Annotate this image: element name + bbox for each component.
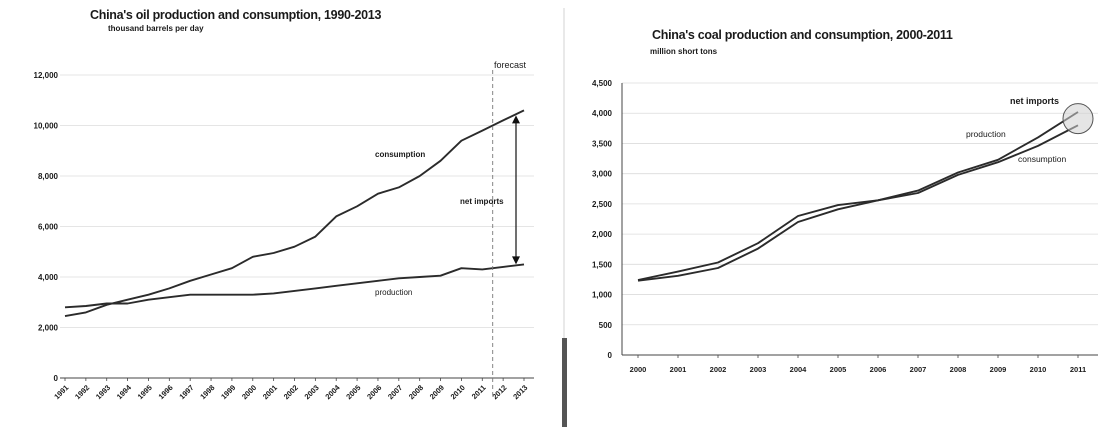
net-imports-circle [1062, 103, 1094, 135]
x-tick-label: 2008 [950, 365, 967, 374]
consumption-label: consumption [1018, 154, 1066, 164]
y-tick-label: 10,000 [34, 122, 59, 131]
x-tick-label: 2007 [386, 383, 404, 401]
series-line-consumption [637, 124, 1079, 282]
y-tick-label: 2,000 [592, 230, 613, 239]
oil-chart-panel: China's oil production and consumption, … [33, 8, 534, 402]
net-imports-label: net imports [1010, 96, 1059, 106]
oil-chart-title: China's oil production and consumption, … [90, 8, 382, 22]
coal-chart-subtitle: million short tons [650, 47, 718, 56]
series-line-production [64, 263, 525, 309]
y-tick-label: 1,000 [592, 291, 613, 300]
net-imports-label: net imports [460, 197, 504, 206]
x-tick-label: 1996 [157, 383, 175, 401]
production-label: production [375, 288, 412, 297]
y-tick-label: 4,500 [592, 79, 613, 88]
x-tick-label: 2001 [670, 365, 687, 374]
x-tick-label: 2000 [630, 365, 647, 374]
y-tick-label: 6,000 [38, 223, 59, 232]
x-tick-label: 2000 [240, 383, 258, 401]
production-label: production [966, 129, 1006, 139]
x-tick-label: 1997 [177, 383, 195, 401]
x-tick-label: 2010 [1030, 365, 1047, 374]
x-tick-label: 1999 [219, 383, 237, 401]
x-tick-label: 2003 [303, 383, 321, 401]
net-imports-arrow-head-down [512, 256, 520, 265]
y-tick-label: 2,000 [38, 324, 59, 333]
x-tick-label: 2003 [750, 365, 767, 374]
consumption-label: consumption [375, 150, 425, 159]
series-line-consumption [64, 109, 525, 318]
panel-divider [563, 8, 565, 427]
x-tick-label: 2010 [449, 383, 467, 401]
x-tick-label: 2008 [407, 383, 425, 401]
forecast-label: forecast [494, 60, 527, 70]
y-tick-label: 0 [608, 351, 613, 360]
coal-chart-plot: 0 500 1,000 1,500 2,000 2,500 3,000 3,500 4,000 4… [592, 79, 1098, 374]
x-tick-label: 2013 [511, 383, 529, 401]
y-tick-label: 3,500 [592, 139, 613, 148]
series-line-production [637, 111, 1079, 281]
coal-chart-panel: China's coal production and consumption,… [570, 0, 1110, 427]
x-tick-label: 1993 [94, 383, 112, 401]
x-tick-label: 2006 [870, 365, 887, 374]
x-tick-label: 2011 [1070, 365, 1086, 374]
x-tick-label: 2009 [428, 383, 446, 401]
y-tick-label: 12,000 [34, 71, 59, 80]
x-tick-label: 1991 [52, 383, 70, 401]
y-tick-label: 2,500 [592, 200, 613, 209]
y-tick-label: 0 [54, 374, 59, 383]
x-tick-label: 2007 [910, 365, 927, 374]
x-tick-label: 1992 [73, 383, 91, 401]
y-tick-label: 4,000 [38, 273, 59, 282]
x-tick-label: 2004 [790, 365, 808, 374]
net-imports-arrow-head-up [512, 115, 520, 124]
x-tick-label: 2002 [710, 365, 727, 374]
y-tick-label: 1,500 [592, 260, 613, 269]
coal-chart-title: China's coal production and consumption,… [652, 28, 953, 42]
x-tick-label: 2011 [470, 383, 488, 401]
x-tick-label: 2005 [344, 383, 362, 401]
x-tick-label: 2009 [990, 365, 1007, 374]
x-tick-label: 2001 [261, 383, 279, 401]
panel-divider-shadow [562, 338, 567, 427]
x-tick-label: 2005 [830, 365, 847, 374]
x-tick-label: 1998 [198, 383, 216, 401]
x-tick-label: 1995 [136, 383, 154, 401]
x-tick-label: 1994 [115, 382, 134, 401]
oil-chart-subtitle: thousand barrels per day [108, 24, 204, 33]
y-tick-label: 3,000 [592, 170, 613, 179]
x-tick-label: 2002 [282, 383, 300, 401]
y-tick-label: 500 [599, 321, 613, 330]
y-tick-label: 4,000 [592, 109, 613, 118]
x-tick-label: 2004 [323, 382, 342, 401]
x-tick-label: 2006 [365, 383, 383, 401]
y-tick-label: 8,000 [38, 172, 59, 181]
